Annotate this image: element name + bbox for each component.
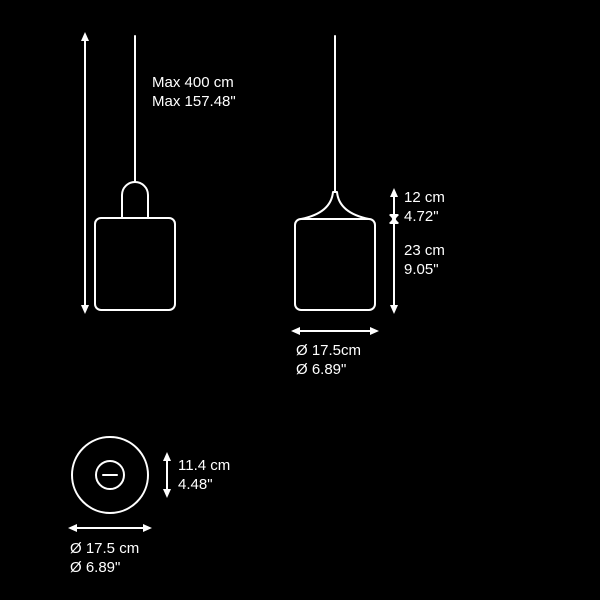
bottom-height-in: 4.48" [178, 476, 230, 495]
bottom-diameter-label: Ø 17.5 cm Ø 6.89" [70, 540, 139, 578]
bottom-height-label: 11.4 cm 4.48" [178, 457, 230, 495]
bottom-height-cm: 11.4 cm [178, 457, 230, 476]
diagram-svg [0, 0, 600, 600]
canopy-height-cm: 12 cm [404, 189, 445, 208]
shade-diameter-label: Ø 17.5cm Ø 6.89" [296, 342, 361, 380]
canopy-height-in: 4.72" [404, 208, 445, 227]
cable-length-in: Max 157.48" [152, 93, 236, 112]
bottom-diameter-cm: Ø 17.5 cm [70, 540, 139, 559]
cable-length-label: Max 400 cm Max 157.48" [152, 74, 236, 112]
cable-length-cm: Max 400 cm [152, 74, 236, 93]
shade-height-in: 9.05" [404, 261, 445, 280]
shade-diameter-in: Ø 6.89" [296, 361, 361, 380]
bottom-diameter-in: Ø 6.89" [70, 559, 139, 578]
shade-height-label: 23 cm 9.05" [404, 242, 445, 280]
shade-height-cm: 23 cm [404, 242, 445, 261]
shade-diameter-cm: Ø 17.5cm [296, 342, 361, 361]
canopy-height-label: 12 cm 4.72" [404, 189, 445, 227]
